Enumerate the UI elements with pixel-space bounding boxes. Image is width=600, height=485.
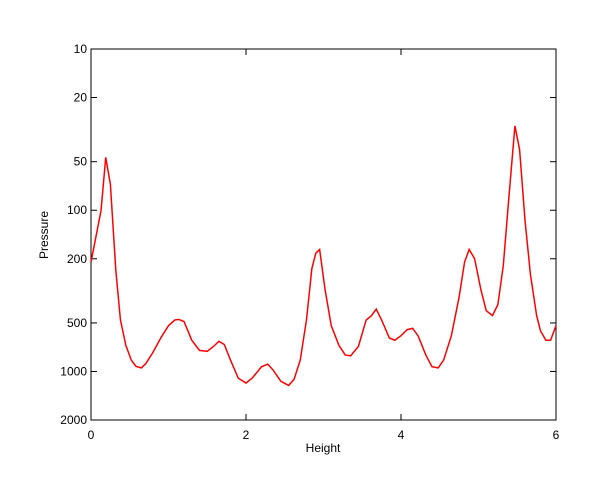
y-tick-label: 100 [67,203,87,217]
y-tick-label: 200 [67,252,87,266]
x-tick-label: 2 [243,428,250,442]
x-tick-label: 0 [88,428,95,442]
x-axis-label: Height [306,441,341,455]
y-tick-label: 50 [74,155,88,169]
y-axis-label: Pressure [37,211,51,259]
x-tick-label: 6 [553,428,560,442]
plot-frame [90,48,557,421]
y-tick-label: 500 [67,316,87,330]
y-tick-label: 2000 [60,413,87,427]
y-tick-label: 1000 [60,364,87,378]
data-line [90,125,557,387]
y-tick-label: 20 [74,91,88,105]
y-tick-label: 10 [74,42,88,56]
x-tick-label: 4 [398,428,405,442]
